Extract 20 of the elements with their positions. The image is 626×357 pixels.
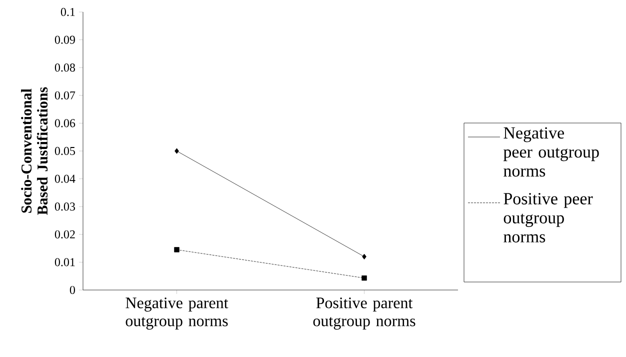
y-tick-label: 0 [70,286,76,294]
y-tick-label: 0.09 [54,36,75,44]
y-tick-label: 0.05 [54,146,76,156]
y-tick-label: 0.03 [54,202,76,211]
y-tick-label: 0.07 [54,91,76,100]
y-tick-label: 0.04 [54,174,76,183]
legend-label: Negative peer outgroup norms [503,127,599,177]
point [174,148,179,154]
legend-label: Positive peer outgroup norms [504,193,593,242]
x-tick-label: Positive parent outgroup norms [313,298,416,330]
y-tick-label: 0.06 [54,119,76,128]
y-tick-label: 0.01 [54,258,75,266]
point [174,247,180,252]
point [362,254,366,260]
y-tick-label: 0.02 [54,230,75,238]
point [362,275,367,281]
x-tick-label: Negative parent outgroup norms [126,298,228,330]
y-tick-label: 0.1 [60,8,75,16]
y-axis-title: Socio-Conventional Based Justifications [21,87,48,215]
y-tick-label: 0.08 [54,64,76,72]
